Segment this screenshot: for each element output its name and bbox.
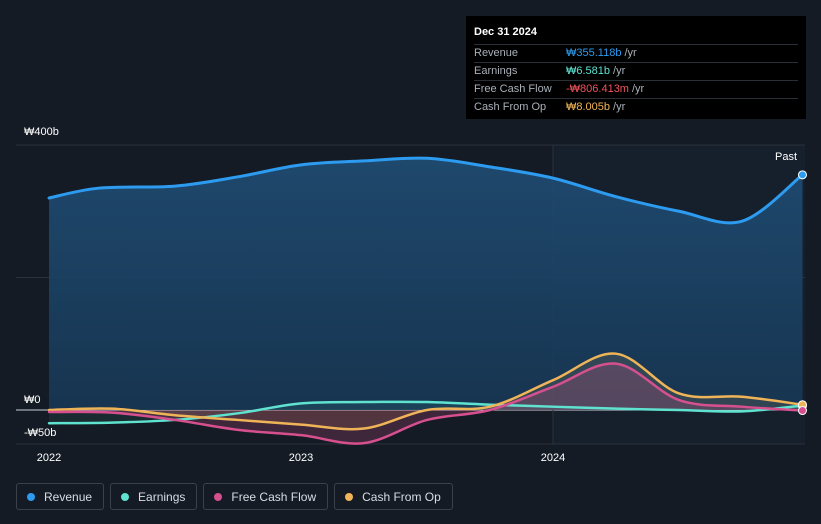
series-areas: [49, 158, 803, 444]
legend-dot-icon: [214, 492, 223, 501]
area-revenue: [49, 158, 803, 410]
line-cash-from-op: [47, 352, 804, 431]
y-tick-label: ₩400b: [24, 126, 59, 138]
tooltip-row-value: ₩6.581b: [566, 65, 611, 77]
legend-dot-icon: [121, 492, 130, 501]
legend-dot-icon: [345, 492, 354, 501]
tooltip-row: Cash From Op ₩8.005b/yr: [474, 98, 798, 116]
tooltip-row-value: ₩8.005b: [566, 101, 611, 113]
tooltip: Dec 31 2024 Revenue ₩355.118b/yr Earnings ₩…: [466, 16, 806, 119]
legend: Revenue Earnings Free Cash Flow Cash From O…: [16, 483, 453, 510]
tooltip-row-value: ₩355.118b: [566, 47, 622, 59]
tooltip-rows: Revenue ₩355.118b/yr Earnings ₩6.581b/yr Fre…: [474, 44, 798, 116]
legend-label: Earnings: [138, 489, 186, 504]
x-tick-label: 2022: [37, 452, 61, 464]
point-revenue: [797, 170, 807, 180]
tooltip-row-unit: /yr: [613, 101, 626, 113]
y-tick-label: ₩0: [24, 394, 41, 406]
tooltip-row-value: -₩806.413m: [566, 83, 629, 95]
legend-label: Cash From Op: [362, 489, 441, 504]
past-label: Past: [775, 151, 797, 163]
tooltip-row: Revenue ₩355.118b/yr: [474, 44, 798, 62]
area-free-cash-flow: [49, 363, 803, 444]
tooltip-row: Earnings ₩6.581b/yr: [474, 62, 798, 80]
point-free-cash-flow: [797, 406, 807, 416]
series-lines: [47, 156, 807, 445]
legend-item-revenue[interactable]: Revenue: [16, 483, 105, 510]
legend-item-free-cash-flow[interactable]: Free Cash Flow: [203, 483, 329, 510]
x-tick-label: 2023: [289, 452, 313, 464]
chart: ₩400b ₩0 -₩50b 2022 2023 2024 Past: [16, 126, 807, 464]
tooltip-date: Dec 31 2024: [474, 26, 537, 38]
legend-label: Revenue: [44, 489, 93, 504]
tooltip-row-label: Free Cash Flow: [474, 83, 552, 95]
y-tick-label: -₩50b: [24, 427, 56, 439]
legend-label: Free Cash Flow: [231, 489, 317, 504]
line-free-cash-flow: [47, 362, 804, 445]
tooltip-row-unit: /yr: [613, 65, 626, 77]
legend-item-earnings[interactable]: Earnings: [110, 483, 198, 510]
line-revenue: [47, 156, 804, 225]
x-axis-labels: 2022 2023 2024: [37, 452, 565, 464]
legend-dot-icon: [27, 492, 35, 501]
tooltip-row: Free Cash Flow -₩806.413m/yr: [474, 80, 798, 98]
x-tick-label: 2024: [541, 452, 565, 464]
tooltip-row-label: Cash From Op: [474, 101, 547, 113]
area-cash-from-op: [49, 353, 803, 430]
legend-item-cash-from-op[interactable]: Cash From Op: [334, 483, 453, 510]
tooltip-row-label: Earnings: [474, 65, 518, 77]
tooltip-row-unit: /yr: [631, 83, 645, 95]
tooltip-row-label: Revenue: [474, 47, 519, 59]
tooltip-row-unit: /yr: [624, 47, 637, 59]
y-axis-labels: ₩400b ₩0 -₩50b: [24, 126, 59, 439]
